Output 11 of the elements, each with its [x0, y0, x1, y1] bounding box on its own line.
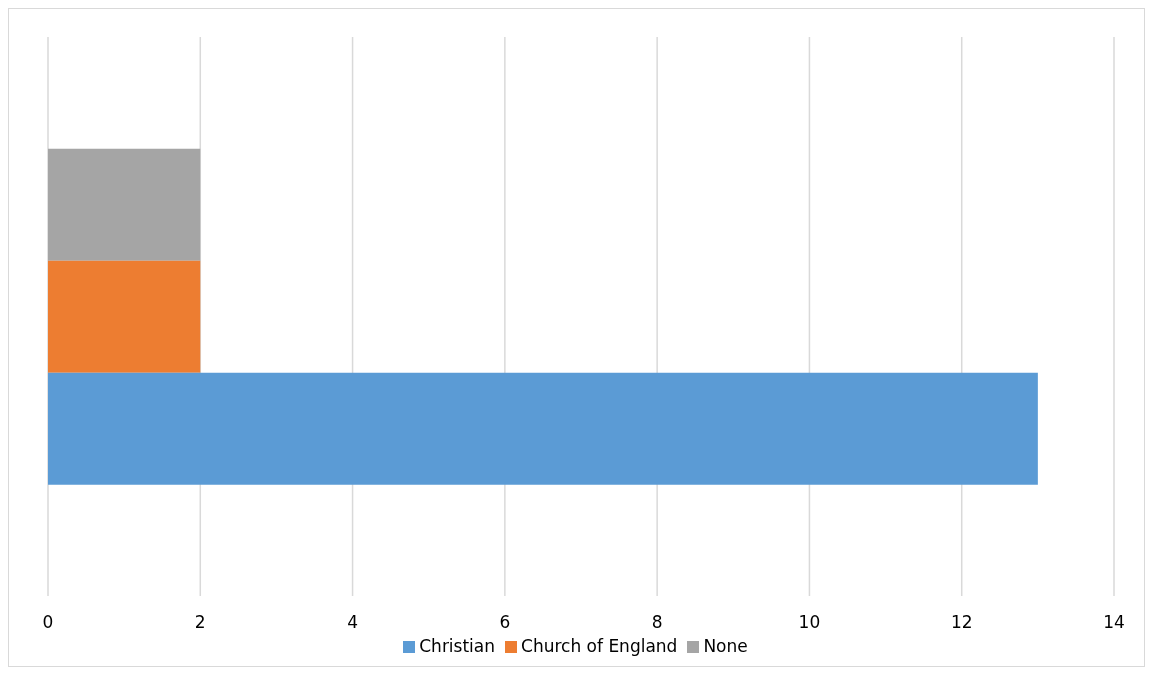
x-tick-label: 4 [347, 612, 358, 633]
x-tick-label: 14 [1103, 612, 1125, 633]
legend-label: Christian [419, 636, 496, 656]
legend-label: None [703, 636, 748, 656]
x-tick-label: 0 [42, 612, 54, 633]
legend-label: Church of England [521, 636, 678, 656]
x-tick-label: 6 [499, 612, 511, 633]
x-tick-label: 10 [798, 612, 821, 633]
x-tick-label: 8 [651, 612, 663, 633]
x-tick-label: 2 [194, 612, 206, 633]
x-tick-label: 12 [950, 612, 973, 633]
